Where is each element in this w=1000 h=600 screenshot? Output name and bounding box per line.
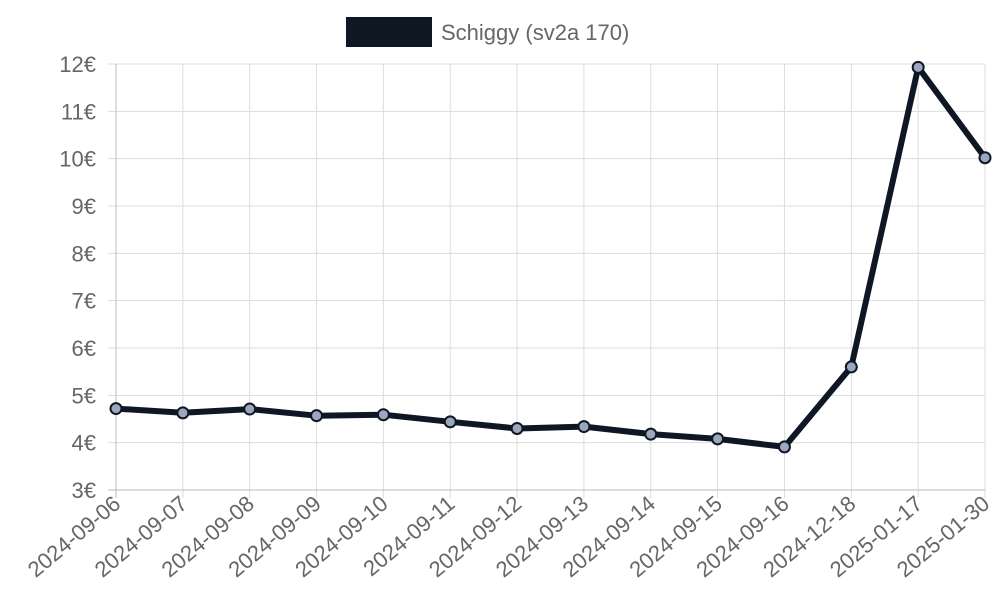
data-point[interactable] [978, 151, 992, 165]
data-point[interactable] [777, 440, 791, 454]
y-tick-label: 12€ [59, 52, 96, 77]
data-point[interactable] [577, 420, 591, 434]
data-point[interactable] [243, 402, 257, 416]
data-point[interactable] [109, 402, 123, 416]
data-point[interactable] [376, 408, 390, 422]
data-point[interactable] [310, 409, 324, 423]
data-point[interactable] [711, 432, 725, 446]
data-point[interactable] [644, 427, 658, 441]
legend[interactable]: Schiggy (sv2a 170) [346, 17, 629, 47]
legend-swatch[interactable] [346, 17, 432, 47]
x-axis-ticks: 2024-09-062024-09-072024-09-082024-09-09… [23, 491, 994, 582]
data-point[interactable] [176, 406, 190, 420]
y-axis-ticks: 3€ 4€ 5€ 6€ 7€ 8€ 9€ 10€ 11€ 12€ [59, 52, 96, 503]
y-tick-label: 5€ [72, 383, 96, 408]
y-tick-label: 4€ [72, 431, 96, 456]
y-tick-label: 3€ [72, 478, 96, 503]
y-tick-label: 10€ [59, 147, 96, 172]
legend-label[interactable]: Schiggy (sv2a 170) [441, 20, 629, 45]
y-tick-label: 8€ [72, 241, 96, 266]
grid [108, 63, 986, 498]
y-tick-label: 11€ [61, 99, 96, 124]
data-point[interactable] [510, 421, 524, 435]
y-tick-label: 7€ [72, 289, 96, 314]
data-point[interactable] [844, 360, 858, 374]
y-tick-label: 6€ [72, 336, 96, 361]
data-point[interactable] [443, 415, 457, 429]
series-line [113, 64, 988, 450]
data-points [109, 60, 992, 454]
data-point[interactable] [911, 60, 925, 74]
y-tick-label: 9€ [72, 194, 96, 219]
